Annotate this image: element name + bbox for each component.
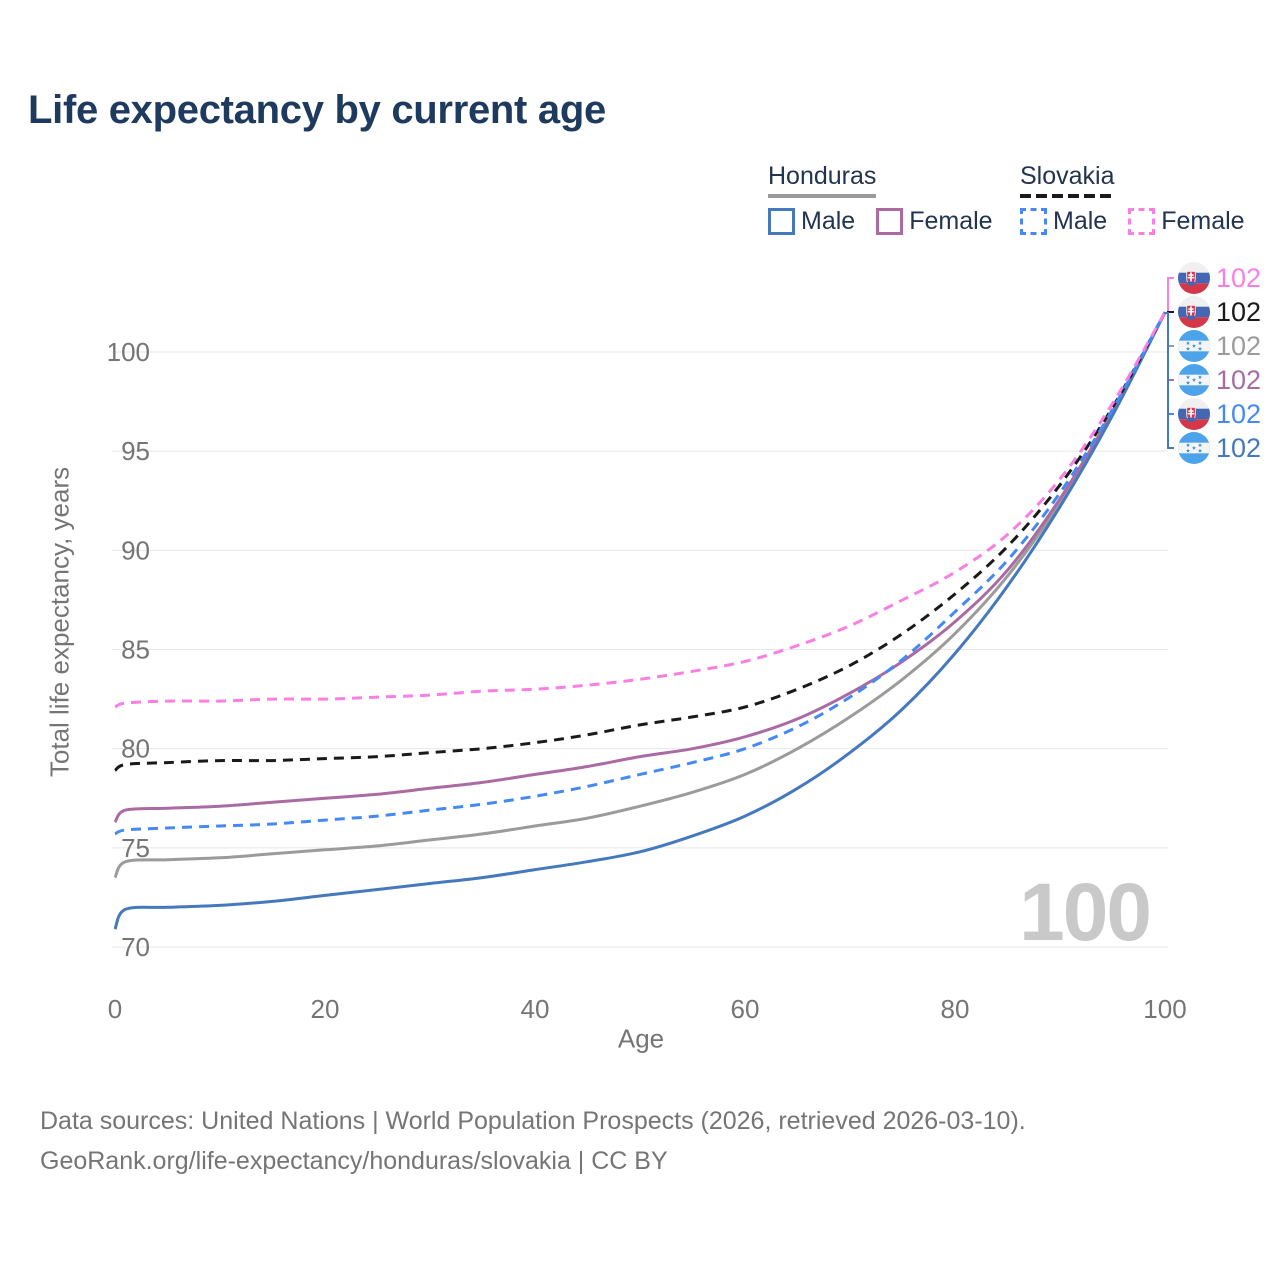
- footer: Data sources: United Nations | World Pop…: [40, 1101, 1026, 1181]
- legend-item-honduras-male[interactable]: Male: [768, 207, 855, 236]
- series-line-honduras-female: [113, 311, 1167, 824]
- x-tick-label: 100: [1143, 994, 1186, 1024]
- series-line-slovakia-total: [114, 311, 1167, 772]
- series-line-honduras-male: [113, 311, 1167, 930]
- end-value-label: 102: [1216, 331, 1261, 361]
- legend-item-slovakia-female[interactable]: Female: [1128, 207, 1245, 236]
- end-label-leader-line: [1164, 312, 1174, 449]
- legend-group-title-slovakia: Slovakia: [1020, 162, 1115, 190]
- x-tick-label: 60: [731, 994, 760, 1024]
- x-axis-title: Age: [617, 1023, 665, 1054]
- slovakia-flag-icon: [1178, 398, 1210, 430]
- legend-swatch-honduras-male: [768, 208, 795, 235]
- legend-label-honduras-male: Male: [801, 207, 856, 235]
- page-title: Life expectancy by current age: [28, 88, 606, 132]
- series-line-slovakia-male: [114, 311, 1167, 836]
- legend-swatch-slovakia-male: [1020, 208, 1047, 235]
- axis-ticks-group: 70 75 80 85 90 95 100 0 20 40 60 80 100: [107, 337, 1187, 1024]
- series-lines-group: [113, 311, 1167, 930]
- footer-data-sources: Data sources: United Nations | World Pop…: [40, 1107, 1026, 1135]
- legend-items-honduras: Male Female: [768, 207, 993, 236]
- end-value-label: 102: [1216, 399, 1261, 429]
- y-tick-label: 80: [121, 734, 150, 764]
- legend-item-slovakia-male[interactable]: Male: [1020, 207, 1107, 236]
- end-value-label: 102: [1216, 297, 1261, 327]
- x-tick-label: 20: [311, 994, 340, 1024]
- end-value-label: 102: [1216, 263, 1261, 293]
- legend-group-head: Honduras: [768, 162, 877, 198]
- legend-label-slovakia-male: Male: [1053, 207, 1108, 235]
- honduras-flag-icon: [1178, 330, 1210, 362]
- end-value-label: 102: [1216, 433, 1261, 463]
- end-labels-group: 102 102 102 102 102 102: [1164, 262, 1261, 464]
- legend-group-honduras: Honduras Male Female: [768, 162, 993, 236]
- legend-underline-honduras: [768, 194, 877, 198]
- x-tick-label: 40: [521, 994, 550, 1024]
- slovakia-flag-icon: [1178, 296, 1210, 328]
- legend-group-head: Slovakia: [1020, 162, 1115, 198]
- y-tick-label: 70: [121, 932, 150, 962]
- footer-attribution: GeoRank.org/life-expectancy/honduras/slo…: [40, 1147, 668, 1175]
- legend-group-title-honduras: Honduras: [768, 162, 877, 190]
- series-line-honduras-total: [113, 311, 1167, 879]
- y-tick-label: 90: [121, 535, 150, 565]
- honduras-flag-icon: [1178, 432, 1210, 464]
- hovered-age-watermark: 100: [1019, 867, 1152, 958]
- slovakia-flag-icon: [1178, 262, 1210, 294]
- y-tick-label: 75: [121, 833, 150, 863]
- y-tick-label: 85: [121, 635, 150, 665]
- legend-swatch-slovakia-female: [1128, 208, 1156, 235]
- legend-items-slovakia: Male Female: [1020, 207, 1245, 236]
- y-tick-label: 95: [121, 436, 150, 466]
- legend-swatch-honduras-female: [876, 208, 904, 235]
- end-label-leader-line: [1164, 277, 1174, 314]
- legend-label-slovakia-female: Female: [1161, 207, 1245, 235]
- y-tick-label: 100: [107, 337, 150, 367]
- x-tick-label: 80: [941, 994, 970, 1024]
- legend-group-slovakia: Slovakia Male Female: [1020, 162, 1245, 236]
- gridlines-group: [112, 351, 1168, 948]
- legend-underline-slovakia: [1020, 194, 1115, 198]
- x-tick-label: 0: [108, 994, 122, 1024]
- legend-item-honduras-female[interactable]: Female: [876, 207, 993, 236]
- series-line-slovakia-female: [114, 311, 1167, 709]
- legend-label-honduras-female: Female: [909, 207, 993, 235]
- end-value-label: 102: [1216, 365, 1261, 395]
- honduras-flag-icon: [1178, 364, 1210, 396]
